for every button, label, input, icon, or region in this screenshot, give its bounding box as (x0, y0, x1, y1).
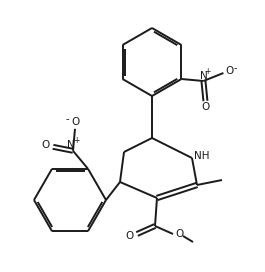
Text: O: O (175, 229, 183, 239)
Text: O: O (126, 231, 134, 241)
Text: -: - (65, 114, 69, 124)
Text: O: O (42, 140, 50, 150)
Text: -: - (234, 63, 237, 73)
Text: N: N (67, 140, 75, 150)
Text: +: + (73, 136, 79, 145)
Text: O: O (225, 66, 233, 76)
Text: O: O (201, 102, 210, 112)
Text: NH: NH (194, 151, 210, 161)
Text: O: O (71, 117, 79, 127)
Text: +: + (204, 66, 211, 76)
Text: N: N (200, 71, 207, 81)
